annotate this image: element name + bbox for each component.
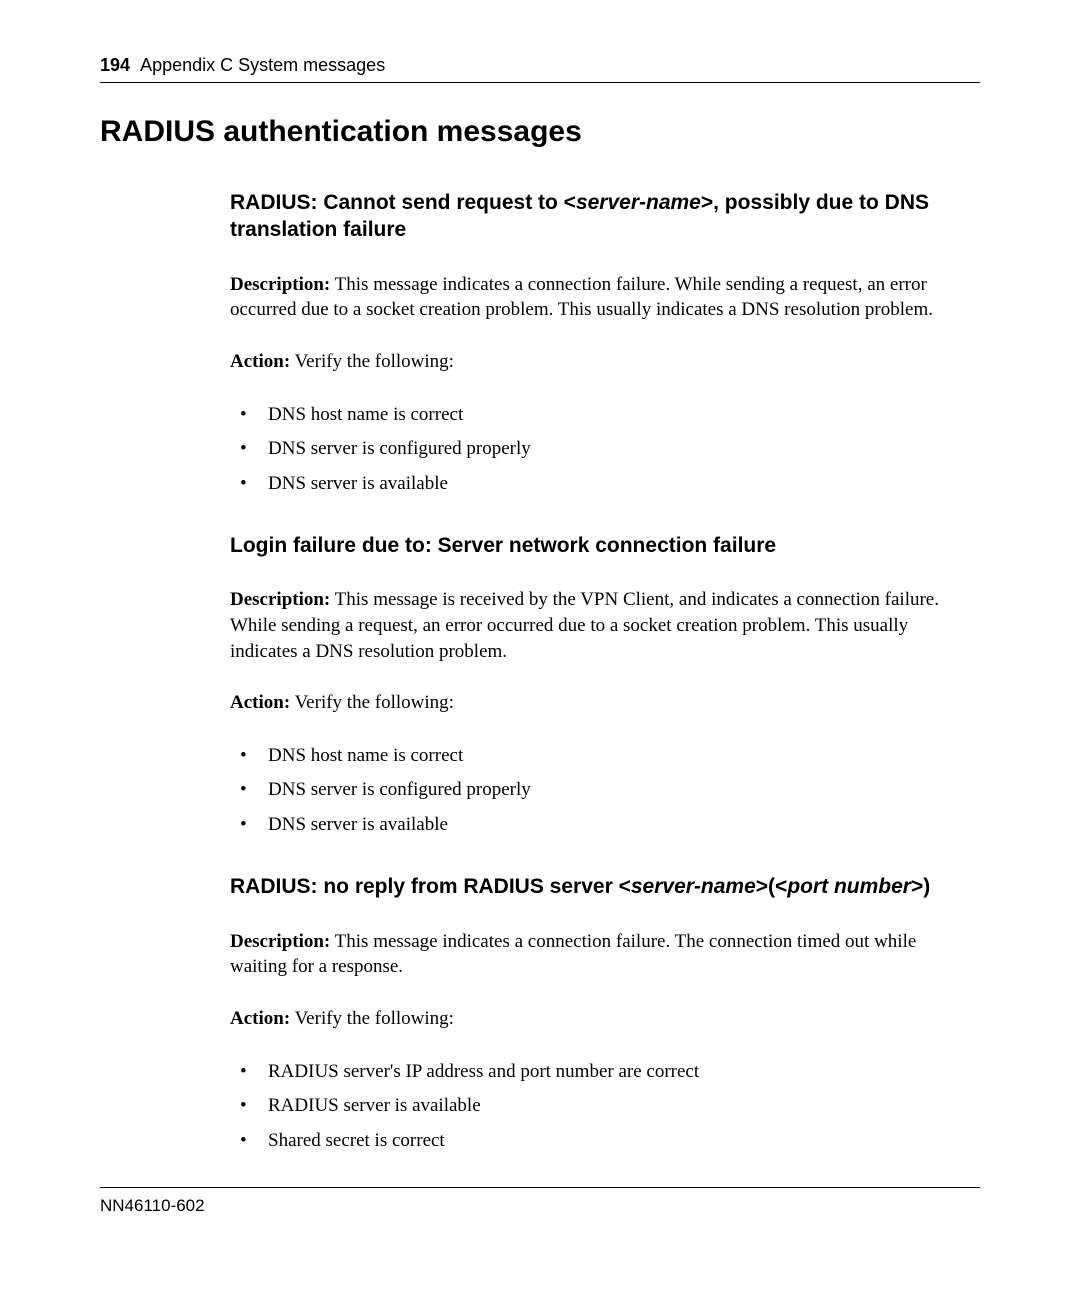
- list-item: DNS server is available: [230, 470, 970, 499]
- desc-label: Description:: [230, 589, 330, 610]
- desc-text: This message is received by the VPN Clie…: [230, 589, 939, 661]
- heading-text: RADIUS: Cannot send request to <: [230, 191, 576, 214]
- header-section-text: Appendix C System messages: [140, 55, 385, 75]
- section3-bullets: RADIUS server's IP address and port numb…: [230, 1058, 970, 1156]
- section1-action: Action: Verify the following:: [230, 349, 970, 375]
- desc-label: Description:: [230, 274, 330, 295]
- desc-text: This message indicates a connection fail…: [230, 274, 933, 321]
- action-text: Verify the following:: [290, 351, 454, 372]
- action-label: Action:: [230, 1008, 290, 1029]
- desc-label: Description:: [230, 931, 330, 952]
- section1-description: Description: This message indicates a co…: [230, 272, 970, 323]
- list-item: DNS host name is correct: [230, 742, 970, 771]
- section3-heading: RADIUS: no reply from RADIUS server <ser…: [230, 873, 970, 900]
- list-item: DNS server is available: [230, 811, 970, 840]
- section3-description: Description: This message indicates a co…: [230, 929, 970, 980]
- section2-bullets: DNS host name is correct DNS server is c…: [230, 742, 970, 840]
- footer: NN46110-602: [100, 1187, 980, 1216]
- heading-em: port number: [787, 875, 911, 898]
- heading-em: server-name: [576, 191, 701, 214]
- section2-action: Action: Verify the following:: [230, 690, 970, 716]
- list-item: DNS server is configured properly: [230, 776, 970, 805]
- document-page: 194 Appendix C System messages RADIUS au…: [0, 0, 1080, 1256]
- page-number: 194: [100, 55, 130, 75]
- action-text: Verify the following:: [290, 692, 454, 713]
- main-heading: RADIUS authentication messages: [100, 115, 980, 149]
- section1-heading: RADIUS: Cannot send request to <server-n…: [230, 189, 970, 244]
- section2-heading: Login failure due to: Server network con…: [230, 532, 970, 559]
- list-item: DNS server is configured properly: [230, 435, 970, 464]
- action-label: Action:: [230, 692, 290, 713]
- list-item: RADIUS server's IP address and port numb…: [230, 1058, 970, 1087]
- heading-text: RADIUS: no reply from RADIUS server <: [230, 875, 631, 898]
- list-item: RADIUS server is available: [230, 1092, 970, 1121]
- doc-id: NN46110-602: [100, 1196, 205, 1215]
- action-label: Action:: [230, 351, 290, 372]
- section2-description: Description: This message is received by…: [230, 587, 970, 664]
- desc-text: This message indicates a connection fail…: [230, 931, 916, 978]
- action-text: Verify the following:: [290, 1008, 454, 1029]
- heading-text: >(<: [756, 875, 788, 898]
- heading-em: server-name: [631, 875, 756, 898]
- list-item: Shared secret is correct: [230, 1127, 970, 1156]
- list-item: DNS host name is correct: [230, 401, 970, 430]
- content-body: RADIUS: Cannot send request to <server-n…: [230, 189, 970, 1155]
- heading-text: >): [911, 875, 930, 898]
- section1-bullets: DNS host name is correct DNS server is c…: [230, 401, 970, 499]
- running-header: 194 Appendix C System messages: [100, 55, 980, 83]
- section3-action: Action: Verify the following:: [230, 1006, 970, 1032]
